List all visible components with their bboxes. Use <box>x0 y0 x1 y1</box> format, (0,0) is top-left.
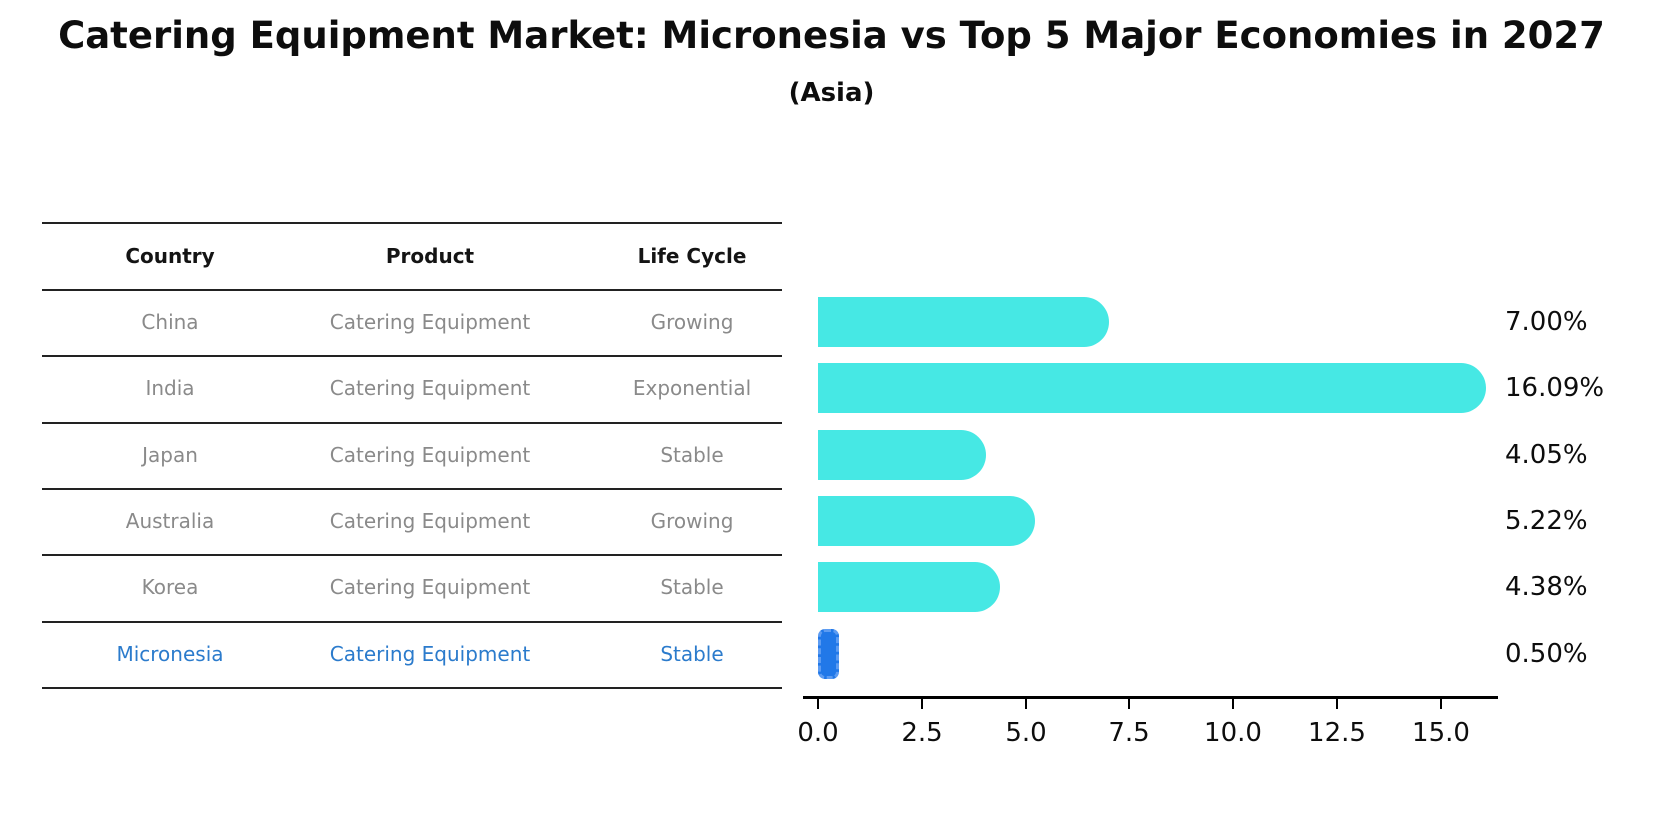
bar-india <box>818 363 1486 413</box>
cell-life-cycle: Stable <box>660 575 724 599</box>
value-label: 7.00% <box>1505 307 1588 337</box>
table-row-micronesia: Micronesia Catering Equipment Stable <box>42 634 822 674</box>
chart-title: Catering Equipment Market: Micronesia vs… <box>58 14 1605 57</box>
cell-country: Micronesia <box>116 642 224 666</box>
value-label: 0.50% <box>1505 639 1588 669</box>
x-axis-tick-label: 7.5 <box>1108 718 1150 748</box>
value-label: 4.38% <box>1505 572 1588 602</box>
bar-australia <box>818 496 1035 546</box>
cell-product: Catering Equipment <box>329 642 531 666</box>
table-row: Australia Catering Equipment Growing <box>42 501 822 541</box>
x-axis-tick-label: 12.5 <box>1308 718 1366 748</box>
bar-japan <box>818 430 986 480</box>
cell-product: Catering Equipment <box>329 575 531 599</box>
table-bottom-border <box>42 687 782 689</box>
cell-life-cycle: Growing <box>650 310 734 334</box>
table-row: China Catering Equipment Growing <box>42 302 822 342</box>
cell-country: India <box>145 376 195 400</box>
cell-product: Catering Equipment <box>329 310 531 334</box>
bar-korea <box>818 562 1000 612</box>
bar-china <box>818 297 1109 347</box>
x-axis-tick <box>1336 699 1338 709</box>
column-header-product: Product <box>385 244 475 268</box>
table-header-row: Country Product Life Cycle <box>42 236 822 276</box>
value-label: 4.05% <box>1505 440 1588 470</box>
column-header-life-cycle: Life Cycle <box>637 244 747 268</box>
cell-life-cycle: Stable <box>660 443 724 467</box>
x-axis-tick <box>1232 699 1234 709</box>
cell-life-cycle: Stable <box>660 642 724 666</box>
cell-country: Japan <box>142 443 198 467</box>
cell-product: Catering Equipment <box>329 376 531 400</box>
cell-life-cycle: Exponential <box>632 376 752 400</box>
x-axis-tick <box>1025 699 1027 709</box>
table-header-divider <box>42 289 782 291</box>
cell-life-cycle: Growing <box>650 509 734 533</box>
x-axis-tick <box>921 699 923 709</box>
chart-subtitle: (Asia) <box>788 78 875 108</box>
cell-product: Catering Equipment <box>329 443 531 467</box>
table-row-divider <box>42 488 782 490</box>
table-row-divider <box>42 422 782 424</box>
cell-country: China <box>141 310 199 334</box>
table-top-border <box>42 222 782 224</box>
table-row: India Catering Equipment Exponential <box>42 368 822 408</box>
value-label: 16.09% <box>1505 373 1605 403</box>
x-axis-tick <box>1128 699 1130 709</box>
x-axis-tick-label: 2.5 <box>901 718 943 748</box>
table-row-divider <box>42 621 782 623</box>
x-axis-tick-label: 5.0 <box>1005 718 1047 748</box>
table-row-divider <box>42 355 782 357</box>
x-axis-tick <box>1440 699 1442 709</box>
x-axis-tick-label: 0.0 <box>797 718 839 748</box>
x-axis-tick <box>817 699 819 709</box>
x-axis-tick-label: 10.0 <box>1204 718 1262 748</box>
table-row: Korea Catering Equipment Stable <box>42 567 822 607</box>
cell-product: Catering Equipment <box>329 509 531 533</box>
table-row: Japan Catering Equipment Stable <box>42 435 822 475</box>
bar-micronesia <box>818 629 839 679</box>
x-axis-tick-label: 15.0 <box>1412 718 1470 748</box>
column-header-country: Country <box>125 244 215 268</box>
cell-country: Korea <box>141 575 199 599</box>
value-label: 5.22% <box>1505 506 1588 536</box>
table-row-divider <box>42 554 782 556</box>
x-axis-line <box>803 696 1498 699</box>
cell-country: Australia <box>125 509 215 533</box>
